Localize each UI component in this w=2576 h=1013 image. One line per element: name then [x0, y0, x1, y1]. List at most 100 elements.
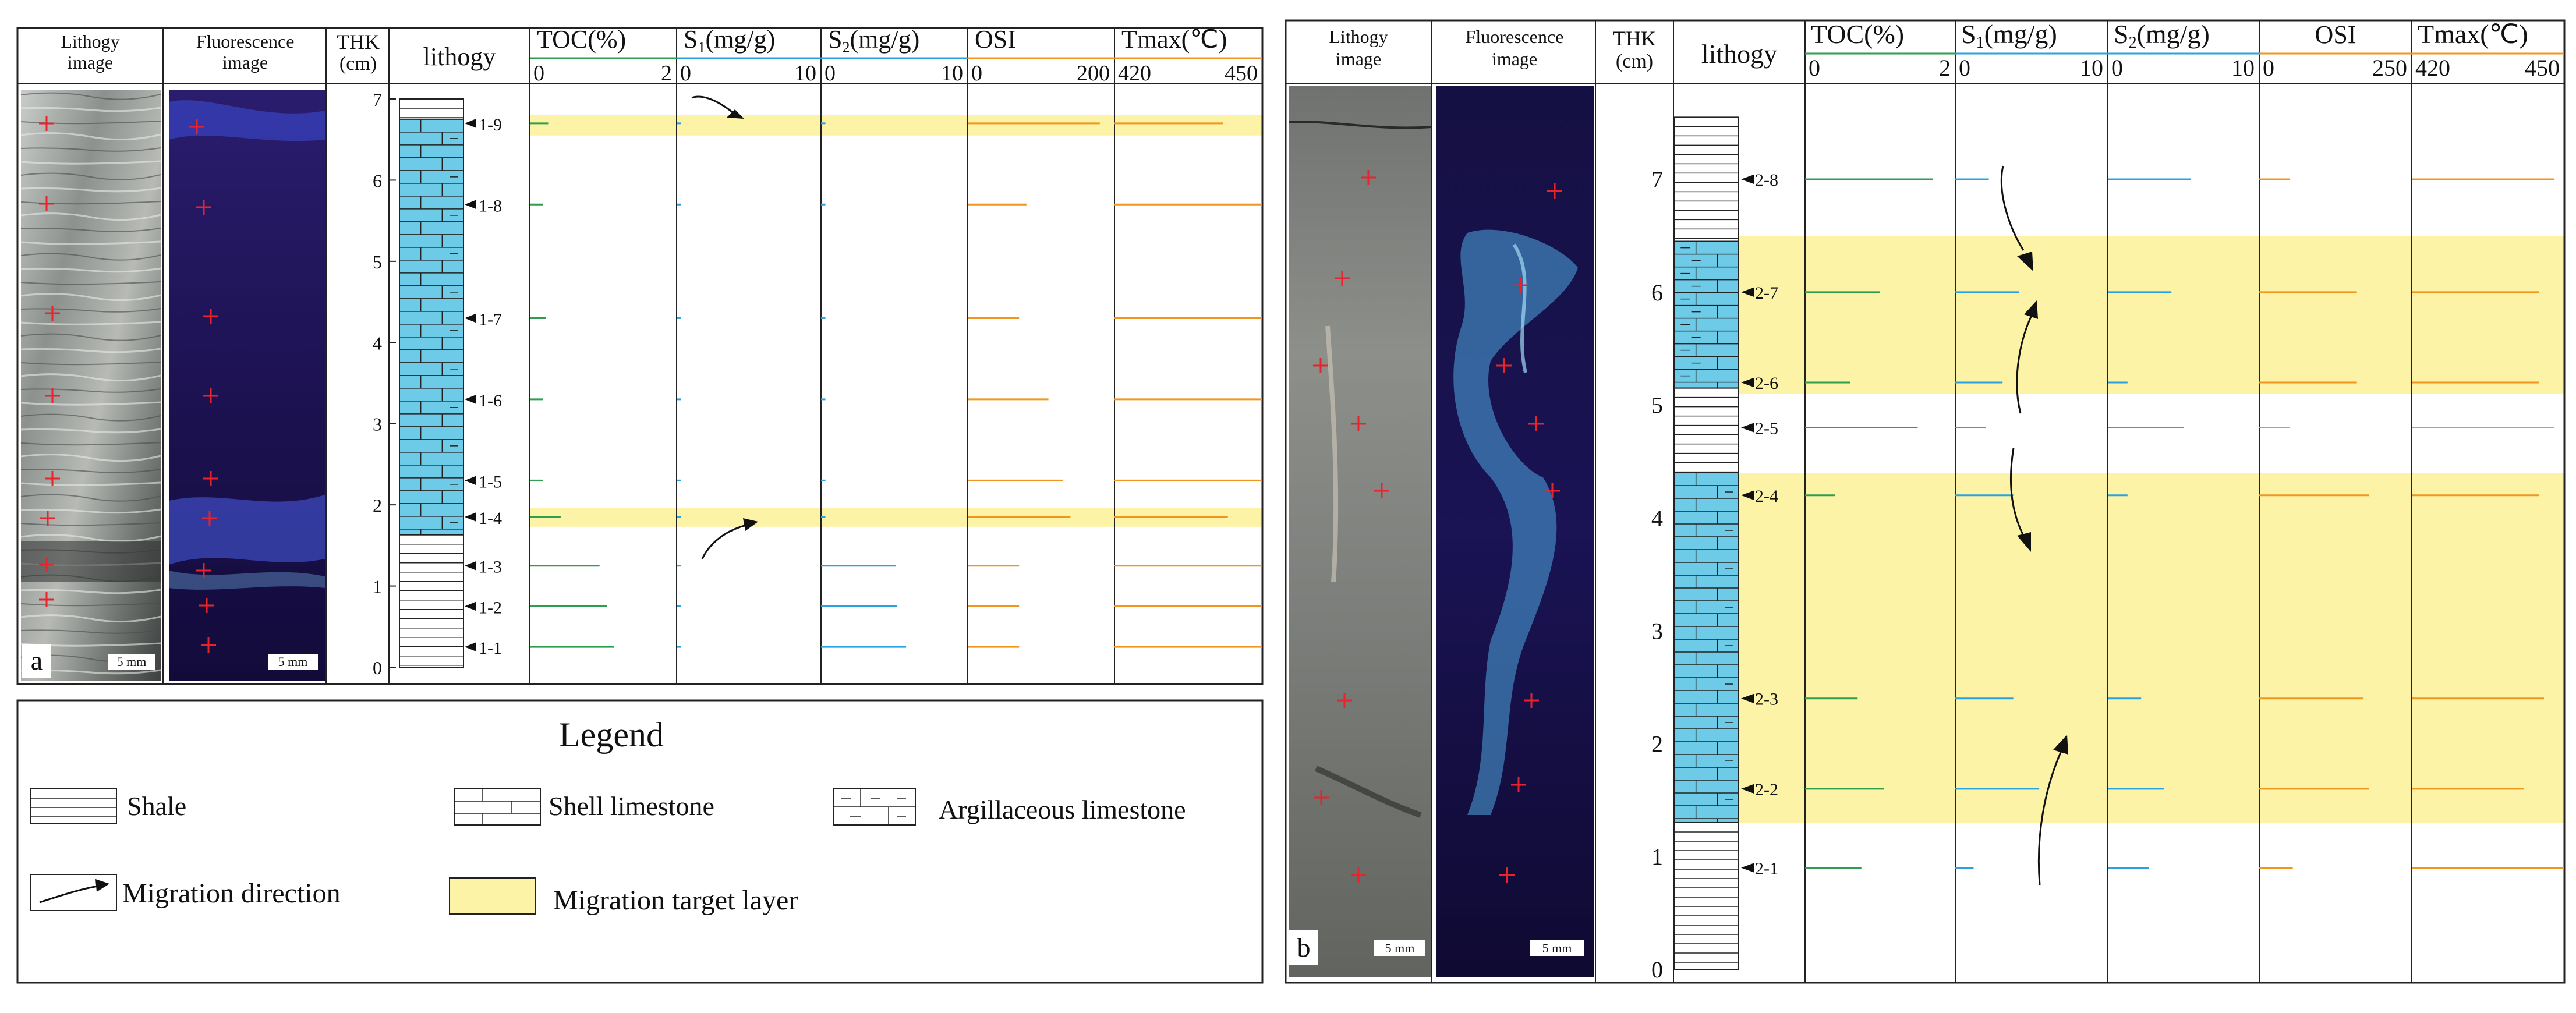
sample-id: 1-9 [479, 115, 502, 134]
sample-pointer-icon [465, 512, 476, 522]
sample-marker-icon [203, 309, 218, 324]
header-fluorescence-image: image [222, 52, 268, 73]
sample-marker-icon [1513, 278, 1528, 293]
sample-id: 1-8 [479, 196, 502, 215]
depth-tick-label: 4 [373, 332, 382, 353]
sample-row: 1-3 [465, 558, 1262, 577]
sample-marker-icon [203, 388, 218, 403]
header-fluorescence-image: Fluorescence [196, 31, 295, 52]
sample-row: 2-5 [1741, 419, 2554, 438]
header-lithology-image: Lithogy [61, 31, 119, 52]
axis-max-toc: 2 [661, 61, 672, 86]
scale-bar-label: 5 mm [278, 654, 308, 669]
axis-max-osi: 250 [2372, 55, 2407, 81]
sample-pointer-icon [465, 394, 476, 404]
lithology-layer-shell [399, 118, 464, 536]
sample-marker-icon [39, 557, 54, 572]
lithology-column [1674, 116, 1739, 970]
sample-id: 2-3 [1755, 690, 1778, 709]
column-header-s2: S2(mg/g) 0 10 [821, 25, 968, 86]
sample-row: 1-6 [465, 391, 1262, 410]
legend-label-argillaceous: Argillaceous limestone [939, 795, 1186, 824]
sample-pointer-icon [465, 200, 476, 210]
scale-bar-label: 5 mm [1542, 941, 1572, 955]
legend: Legend Shale Shell limestone Argillaceous l… [16, 699, 1264, 984]
axis-min-s1: 0 [680, 61, 691, 86]
sample-marker-icon [1314, 790, 1329, 805]
depth-tick-label: 3 [373, 414, 382, 435]
legend-title: Legend [559, 716, 664, 754]
column-header-s1: S1(mg/g) 0 10 [1955, 19, 2108, 81]
header-lithology-image: image [68, 52, 113, 73]
scale-bar-label: 5 mm [117, 654, 147, 669]
header-thk: (cm) [1616, 51, 1653, 72]
header-thk: THK [337, 30, 380, 54]
lithology-layer-shale [1674, 387, 1739, 474]
column-title-tmax: Tmax(℃) [1121, 25, 1227, 54]
sample-marker-icon [196, 200, 211, 215]
sample-id: 2-6 [1755, 374, 1778, 393]
sample-id: 1-4 [479, 509, 502, 528]
sample-row: 1-1 [465, 639, 1262, 658]
sample-marker-icon [45, 388, 60, 403]
lithology-layer-argillaceous [1674, 240, 1739, 389]
migration-arrow-icon [691, 95, 744, 119]
depth-tick-label: 7 [373, 89, 382, 110]
migration-target-band [530, 115, 1262, 136]
sample-marker-icon [1496, 358, 1512, 373]
depth-tick-label: 5 [373, 252, 382, 272]
sample-row: 1-8 [465, 196, 1262, 215]
sample-marker-icon [199, 598, 214, 613]
sample-row: 2-7 [1741, 284, 2539, 303]
axis-min-osi: 0 [971, 61, 982, 86]
sample-pointer-icon [1741, 175, 1754, 184]
depth-tick-label: 2 [1651, 731, 1663, 757]
sample-pointer-icon [465, 561, 476, 571]
header-thk: (cm) [339, 53, 377, 75]
column-title-s1: S1(mg/g) [1961, 19, 2057, 52]
migration-arrow-icon [2009, 448, 2031, 552]
sample-id: 2-2 [1755, 780, 1778, 799]
depth-axis: 0 1 2 3 4 5 6 7 [373, 89, 396, 678]
column-title-s2: S2(mg/g) [828, 25, 919, 56]
lithology-layer-shale [399, 98, 464, 120]
axis-min-osi: 0 [2263, 55, 2274, 81]
sample-marker-icon [1524, 693, 1539, 708]
fluorescence-image: 5 mm [1436, 86, 1594, 977]
depth-tick-label: 1 [1651, 844, 1663, 870]
migration-arrow-icon [39, 879, 109, 904]
axis-min-toc: 0 [533, 61, 544, 86]
sample-marker-icon [1361, 170, 1376, 185]
lithology-image: 5 mm b [1289, 86, 1432, 977]
axis-max-s1: 10 [2080, 55, 2103, 81]
legend-item-migration-direction: Migration direction [30, 874, 341, 911]
axis-max-tmax: 450 [1225, 61, 1258, 86]
sample-marker-icon [39, 116, 54, 131]
sample-marker-icon [40, 511, 55, 526]
header-lithology-image: Lithogy [1329, 26, 1388, 47]
lithology-layer-shale [399, 534, 464, 668]
sample-pointer-icon [465, 642, 476, 652]
sample-pointer-icon [1741, 693, 1754, 703]
migration-arrow-icon [2000, 165, 2033, 271]
legend-item-shell: Shell limestone [454, 788, 714, 826]
sample-marker-icon [1313, 358, 1328, 373]
column-title-toc: TOC(%) [537, 25, 626, 54]
depth-tick-label: 1 [373, 576, 382, 597]
axis-max-s2: 10 [941, 61, 963, 86]
column-header-s2: S2(mg/g) 0 10 [2108, 19, 2259, 81]
column-header-toc: TOC(%) 0 2 [530, 25, 677, 86]
header-lithology: lithogy [423, 42, 496, 71]
lithology-layer-shale [30, 788, 117, 824]
depth-tick-label: 4 [1651, 505, 1663, 532]
sample-id: 2-1 [1755, 859, 1778, 879]
sample-id: 1-7 [479, 310, 502, 329]
sample-marker-icon [1547, 183, 1562, 199]
column-header-osi: OSI 0 250 [2259, 20, 2412, 81]
sample-pointer-icon [1741, 423, 1754, 433]
sample-id: 1-3 [479, 558, 502, 577]
lithology-layer-shale [1674, 116, 1739, 242]
sample-row: 2-8 [1741, 171, 2554, 190]
axis-min-tmax: 420 [1118, 61, 1151, 86]
legend-frame [16, 699, 1264, 984]
